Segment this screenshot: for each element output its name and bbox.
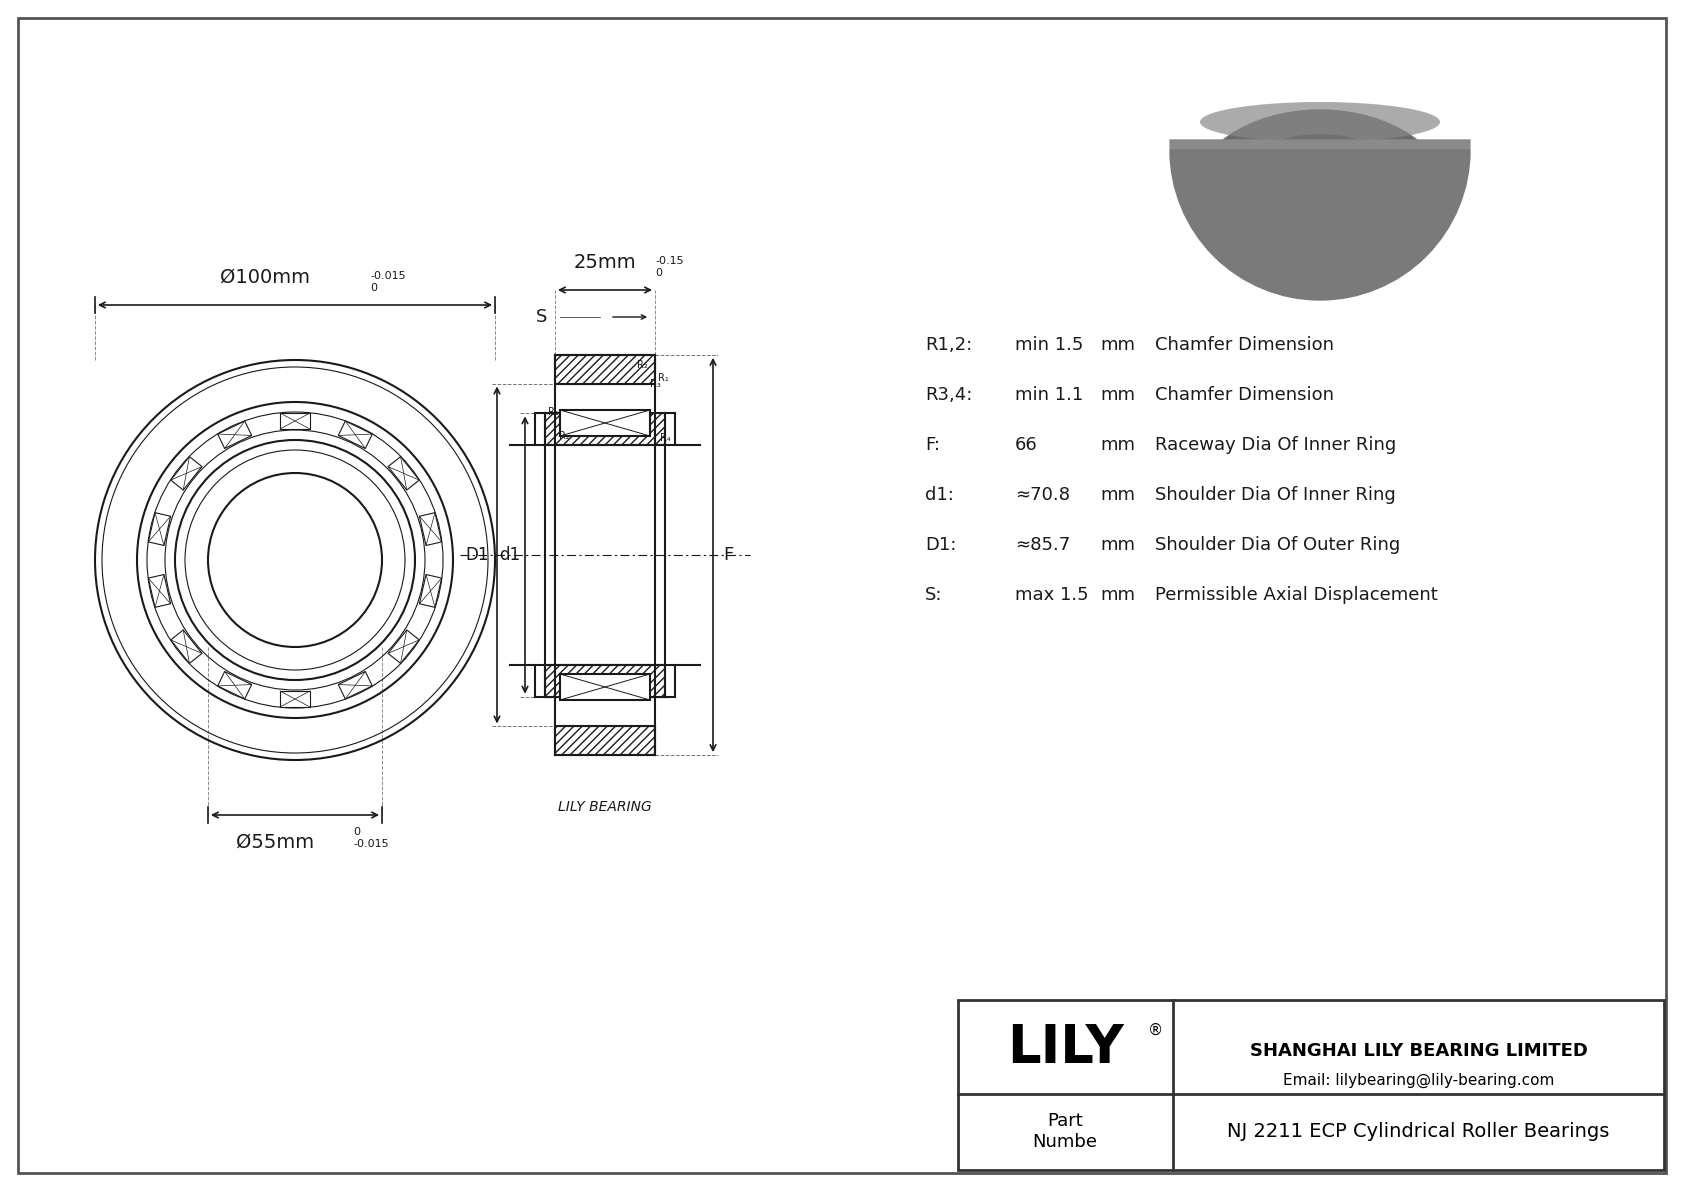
Polygon shape — [419, 574, 441, 607]
Text: R₄: R₄ — [660, 434, 670, 443]
Text: R₂: R₂ — [637, 360, 648, 370]
Polygon shape — [338, 422, 372, 449]
Ellipse shape — [1219, 135, 1420, 266]
Text: NJ 2211 ECP Cylindrical Roller Bearings: NJ 2211 ECP Cylindrical Roller Bearings — [1228, 1122, 1610, 1141]
Text: R1,2:: R1,2: — [925, 336, 972, 354]
Text: mm: mm — [1100, 586, 1135, 604]
Text: ®: ® — [1147, 1023, 1162, 1039]
Text: LILY: LILY — [1007, 1022, 1123, 1073]
Text: S: S — [536, 308, 547, 326]
Text: mm: mm — [1100, 486, 1135, 504]
Text: -0.015: -0.015 — [370, 272, 406, 281]
Text: mm: mm — [1100, 436, 1135, 454]
Polygon shape — [387, 630, 419, 663]
Text: -0.15: -0.15 — [655, 256, 684, 266]
Text: SHANGHAI LILY BEARING LIMITED: SHANGHAI LILY BEARING LIMITED — [1250, 1042, 1588, 1060]
Text: R₂: R₂ — [559, 431, 569, 441]
Wedge shape — [1170, 150, 1470, 300]
Bar — [546, 413, 665, 445]
Text: min 1.5: min 1.5 — [1015, 336, 1083, 354]
Text: R₁: R₁ — [658, 373, 669, 384]
Text: D1:: D1: — [925, 536, 957, 554]
Text: R₁: R₁ — [547, 407, 559, 417]
Text: Shoulder Dia Of Inner Ring: Shoulder Dia Of Inner Ring — [1155, 486, 1396, 504]
Text: d1: d1 — [498, 545, 520, 565]
Ellipse shape — [1201, 102, 1440, 142]
Text: F:: F: — [925, 436, 940, 454]
Text: Part
Numbe: Part Numbe — [1032, 1112, 1098, 1152]
Polygon shape — [148, 574, 170, 607]
Polygon shape — [217, 422, 251, 449]
Text: ≈70.8: ≈70.8 — [1015, 486, 1069, 504]
Text: max 1.5: max 1.5 — [1015, 586, 1088, 604]
Text: Permissible Axial Displacement: Permissible Axial Displacement — [1155, 586, 1438, 604]
Polygon shape — [387, 456, 419, 490]
Text: 0: 0 — [354, 827, 360, 837]
Ellipse shape — [1191, 110, 1450, 289]
Polygon shape — [170, 630, 202, 663]
Text: D1: D1 — [465, 545, 488, 565]
Polygon shape — [419, 512, 441, 545]
Bar — [561, 410, 650, 436]
Text: Raceway Dia Of Inner Ring: Raceway Dia Of Inner Ring — [1155, 436, 1396, 454]
Bar — [556, 727, 655, 755]
Ellipse shape — [1265, 164, 1376, 236]
Text: min 1.1: min 1.1 — [1015, 386, 1083, 404]
Text: d1:: d1: — [925, 486, 953, 504]
Polygon shape — [338, 672, 372, 699]
Polygon shape — [148, 512, 170, 545]
Text: Email: lilybearing@lily-bearing.com: Email: lilybearing@lily-bearing.com — [1283, 1072, 1554, 1087]
Polygon shape — [170, 456, 202, 490]
Text: Shoulder Dia Of Outer Ring: Shoulder Dia Of Outer Ring — [1155, 536, 1401, 554]
Text: 25mm: 25mm — [574, 252, 637, 272]
Text: Chamfer Dimension: Chamfer Dimension — [1155, 386, 1334, 404]
Polygon shape — [280, 691, 310, 707]
Bar — [556, 355, 655, 384]
Text: 0: 0 — [655, 268, 662, 278]
Wedge shape — [1170, 141, 1470, 289]
Text: R3,4:: R3,4: — [925, 386, 972, 404]
Text: Ø100mm: Ø100mm — [221, 268, 310, 287]
Polygon shape — [280, 413, 310, 429]
Text: Ø55mm: Ø55mm — [236, 833, 313, 852]
Bar — [958, 1000, 1664, 1170]
Text: R₃: R₃ — [650, 379, 660, 388]
Text: ≈85.7: ≈85.7 — [1015, 536, 1071, 554]
Text: -0.015: -0.015 — [354, 838, 389, 849]
Text: S:: S: — [925, 586, 943, 604]
Text: LILY BEARING: LILY BEARING — [557, 800, 652, 813]
Text: F: F — [722, 545, 733, 565]
Text: 0: 0 — [370, 283, 377, 293]
Text: 66: 66 — [1015, 436, 1037, 454]
Text: mm: mm — [1100, 386, 1135, 404]
Text: mm: mm — [1100, 336, 1135, 354]
Bar — [561, 674, 650, 700]
Polygon shape — [217, 672, 251, 699]
Text: Chamfer Dimension: Chamfer Dimension — [1155, 336, 1334, 354]
Text: mm: mm — [1100, 536, 1135, 554]
Bar — [546, 665, 665, 697]
